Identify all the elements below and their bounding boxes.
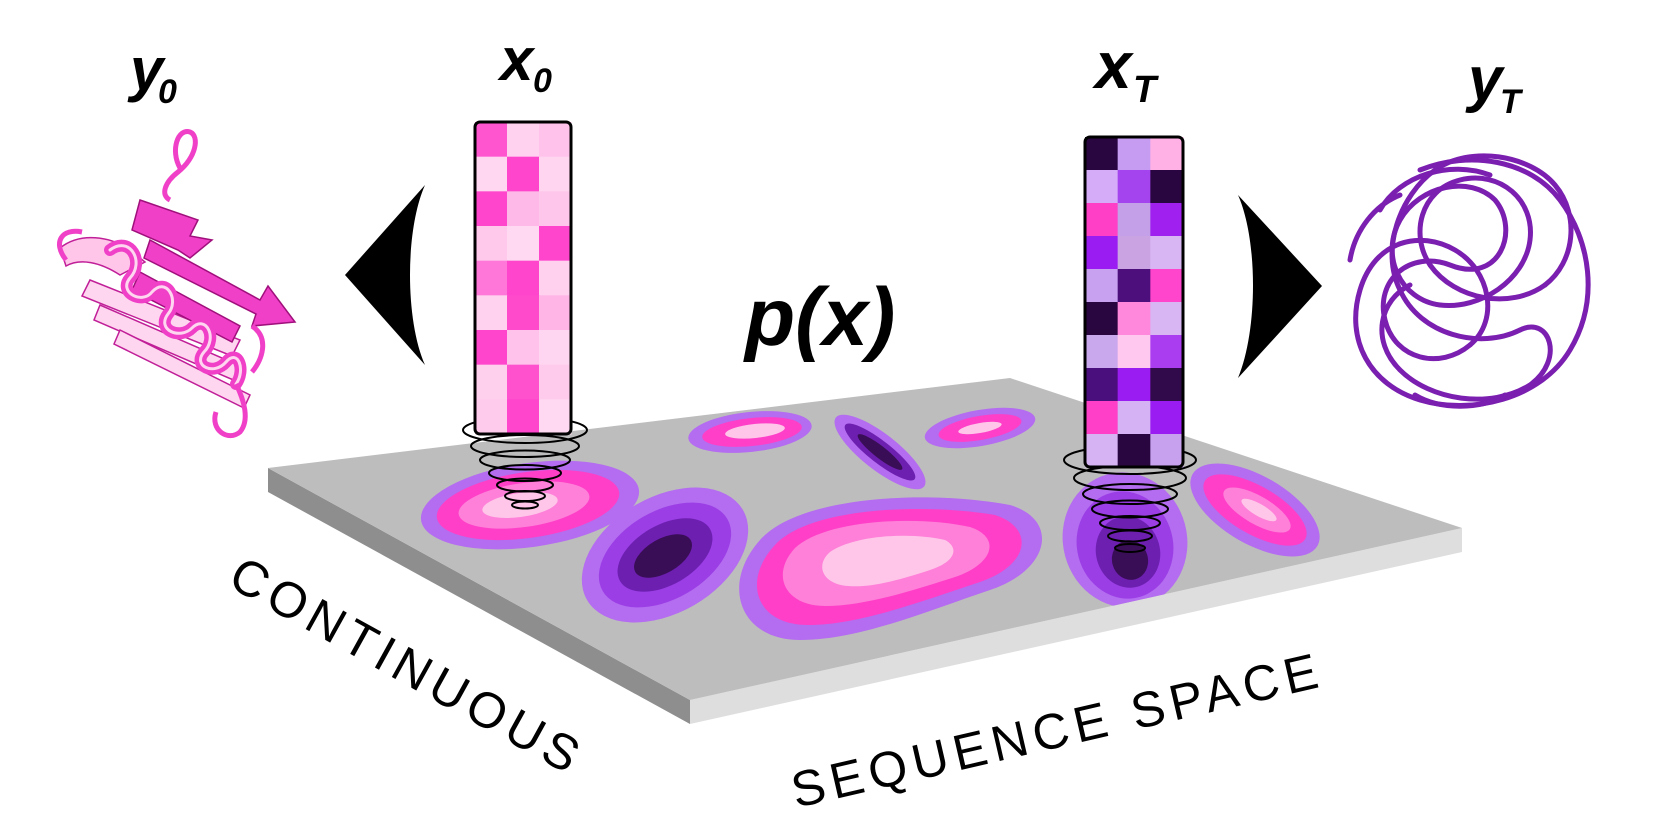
- sequence-xT-cell: [1117, 170, 1151, 204]
- sequence-x0-cell: [539, 122, 572, 158]
- label-x0-main: x: [497, 26, 536, 93]
- sequence-xT-cell: [1117, 236, 1151, 270]
- purple-basin-center-left: [581, 487, 749, 623]
- sequence-x0-cell: [507, 295, 540, 331]
- density-landscape: [420, 407, 1320, 640]
- sequence-xT-cell: [1085, 170, 1119, 204]
- sequence-xT-cell: [1085, 236, 1119, 270]
- sequence-xT-cell: [1085, 203, 1119, 237]
- sequence-column-xT: [1083, 135, 1185, 469]
- folded-protein-y0: [57, 129, 297, 439]
- sequence-column-x0: [473, 120, 573, 436]
- sequence-x0-cell: [539, 260, 572, 296]
- sequence-x0-cell: [475, 156, 508, 192]
- sequence-xT-cell: [1085, 401, 1119, 435]
- sequence-xT-cell: [1117, 434, 1151, 468]
- sequence-x0-cell: [539, 330, 572, 366]
- sequence-xT-cell: [1117, 302, 1151, 336]
- sequence-xT-cell: [1117, 203, 1151, 237]
- sequence-x0-cell: [475, 364, 508, 400]
- sequence-xT-cell: [1150, 434, 1184, 468]
- sequence-xT-cell: [1150, 368, 1184, 402]
- sequence-x0-cell: [475, 226, 508, 262]
- sequence-x0-cell: [507, 330, 540, 366]
- sequence-xT-border: [1083, 135, 1185, 469]
- pink-basin-right: [1190, 463, 1320, 557]
- sequence-x0-cell: [507, 122, 540, 158]
- sequence-xT-cell: [1117, 335, 1151, 369]
- sequence-xT-cell: [1150, 203, 1184, 237]
- sequence-x0-cell: [539, 399, 572, 435]
- sequence-xT-cell: [1085, 137, 1119, 171]
- sequence-x0-cell: [507, 260, 540, 296]
- label-yT-main: y: [1465, 45, 1506, 114]
- sequence-xT-cell: [1117, 368, 1151, 402]
- label-yT: y T: [1465, 45, 1524, 121]
- sequence-x0-cell: [475, 295, 508, 331]
- pink-basin-top-right: [924, 407, 1036, 449]
- plate-side: [268, 468, 690, 724]
- label-xT-main: x: [1092, 28, 1134, 102]
- sequence-x0-cell: [507, 364, 540, 400]
- sequence-xT-cell: [1085, 368, 1119, 402]
- purple-basin-top-small: [834, 414, 926, 490]
- sequence-xT-cell: [1085, 434, 1119, 468]
- disordered-protein-yT: [1347, 153, 1591, 409]
- sequence-x0-cell: [507, 399, 540, 435]
- label-x0: x 0: [497, 26, 552, 100]
- sequence-x0-cell: [539, 156, 572, 192]
- sequence-x0-cell: [539, 364, 572, 400]
- label-density: p(x): [743, 272, 895, 363]
- sequence-x0-cell: [475, 330, 508, 366]
- sequence-xT-cell: [1150, 401, 1184, 435]
- sequence-xT-cell: [1117, 269, 1151, 303]
- label-y0-sub: 0: [158, 73, 177, 111]
- sequence-xT-cell: [1150, 335, 1184, 369]
- sequence-x0-border: [473, 120, 573, 436]
- sequence-xT-cell: [1085, 302, 1119, 336]
- sequence-x0-cell: [539, 226, 572, 262]
- sequence-xT-cell: [1117, 401, 1151, 435]
- sequence-xT-cell: [1150, 269, 1184, 303]
- sequence-x0-cell: [475, 260, 508, 296]
- arrow-right-icon: [1238, 195, 1322, 378]
- plate-front: [690, 528, 1462, 724]
- spiral-xT: [1063, 445, 1197, 553]
- sequence-xT-cell: [1085, 335, 1119, 369]
- pink-basin-top-small: [688, 411, 812, 453]
- sequence-x0-cell: [475, 122, 508, 158]
- arrow-left-icon: [345, 185, 425, 365]
- label-y0: y 0: [127, 36, 177, 111]
- sequence-xT-cell: [1117, 137, 1151, 171]
- label-y0-main: y: [127, 36, 166, 103]
- sequence-xT-cell: [1150, 302, 1184, 336]
- sequence-x0-cell: [539, 295, 572, 331]
- sequence-x0-cell: [475, 191, 508, 227]
- sequence-x0-cell: [507, 191, 540, 227]
- sequence-xT-cell: [1150, 137, 1184, 171]
- sequence-xT-cell: [1085, 269, 1119, 303]
- sequence-xT-cell: [1150, 236, 1184, 270]
- label-yT-sub: T: [1500, 83, 1524, 121]
- sequence-x0-cell: [539, 191, 572, 227]
- sequence-x0-cell: [507, 226, 540, 262]
- pink-basin-left: [420, 460, 640, 550]
- sequence-x0-cell: [475, 399, 508, 435]
- sequence-xT-cell: [1150, 170, 1184, 204]
- label-x0-sub: 0: [533, 62, 552, 100]
- label-xT-sub: T: [1133, 69, 1159, 111]
- pink-basin-center: [739, 497, 1043, 640]
- label-xT: x T: [1092, 28, 1159, 111]
- sequence-x0-cell: [507, 156, 540, 192]
